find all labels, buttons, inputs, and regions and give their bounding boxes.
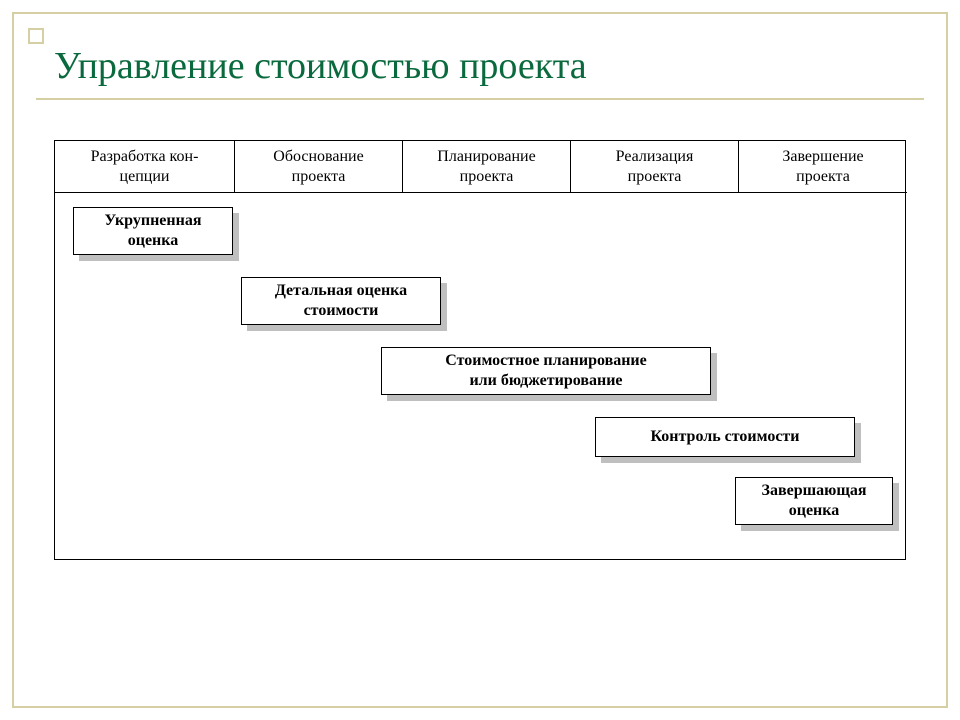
phase-header: Реализацияпроекта [571, 141, 739, 193]
diagram-frame: Разработка кон-цепцииОбоснованиепроектаП… [54, 140, 906, 560]
slide-title: Управление стоимостью проекта [54, 44, 587, 88]
activity-box: Укрупненнаяоценка [73, 207, 233, 255]
activity-box: Контроль стоимости [595, 417, 855, 457]
activity-box: Стоимостное планированиеили бюджетирован… [381, 347, 711, 395]
phase-header: Разработка кон-цепции [55, 141, 235, 193]
phase-header: Планированиепроекта [403, 141, 571, 193]
activity-box: Завершающаяоценка [735, 477, 893, 525]
activity-box: Детальная оценкастоимости [241, 277, 441, 325]
phase-header: Завершениепроекта [739, 141, 907, 193]
phase-header: Обоснованиепроекта [235, 141, 403, 193]
corner-ornament [28, 28, 44, 44]
title-underline [36, 98, 924, 100]
